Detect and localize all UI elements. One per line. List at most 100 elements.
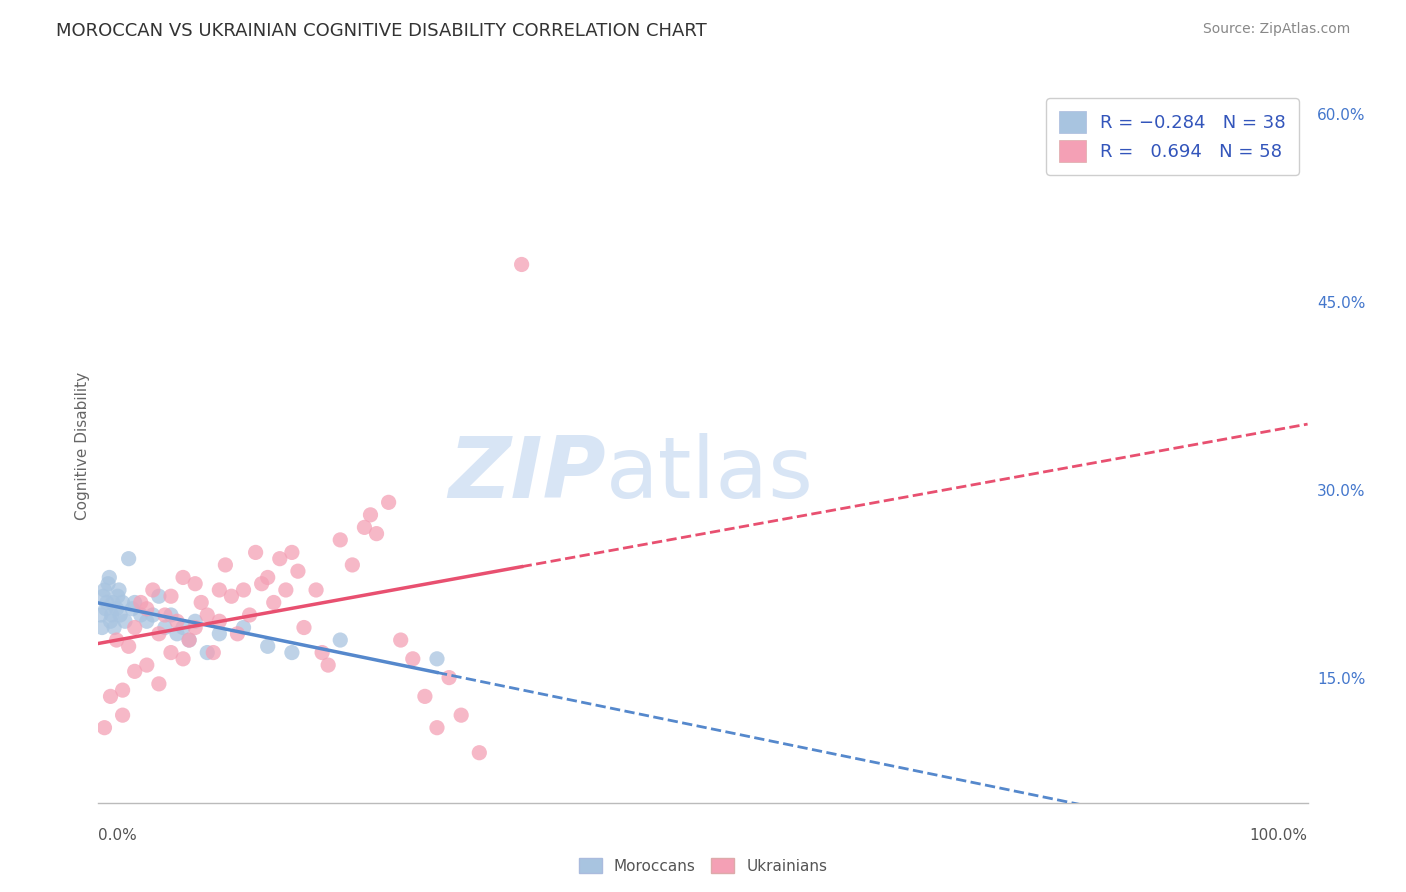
Point <box>90 607 112 622</box>
Point <box>172 570 194 584</box>
Text: Source: ZipAtlas.com: Source: ZipAtlas.com <box>1202 22 1350 37</box>
Point <box>148 589 170 603</box>
Point <box>232 582 254 597</box>
Point <box>124 595 146 609</box>
Point <box>179 633 201 648</box>
Point <box>91 589 114 603</box>
Point <box>105 633 128 648</box>
Point <box>103 621 125 635</box>
Point <box>281 545 304 559</box>
Point <box>377 495 399 509</box>
Point <box>142 582 165 597</box>
Point <box>232 621 254 635</box>
Point <box>437 671 460 685</box>
Point <box>107 589 129 603</box>
Point <box>389 633 412 648</box>
Point <box>426 721 449 735</box>
Point <box>342 558 364 572</box>
Point <box>148 677 170 691</box>
Point <box>172 621 194 635</box>
Point <box>208 582 231 597</box>
Point <box>329 633 352 648</box>
Point <box>402 652 425 666</box>
Point <box>250 576 273 591</box>
Point <box>281 646 304 660</box>
Text: ZIP: ZIP <box>449 433 606 516</box>
Text: MOROCCAN VS UKRAINIAN COGNITIVE DISABILITY CORRELATION CHART: MOROCCAN VS UKRAINIAN COGNITIVE DISABILI… <box>56 22 707 40</box>
Point <box>239 607 262 622</box>
Text: atlas: atlas <box>606 433 814 516</box>
Point <box>108 582 131 597</box>
Point <box>96 595 118 609</box>
Point <box>329 533 352 547</box>
Point <box>108 607 131 622</box>
Point <box>256 640 278 654</box>
Point <box>426 652 449 666</box>
Legend: Moroccans, Ukrainians: Moroccans, Ukrainians <box>572 852 834 880</box>
Point <box>221 589 243 603</box>
Point <box>93 721 115 735</box>
Point <box>142 607 165 622</box>
Point <box>311 646 333 660</box>
Point <box>97 576 120 591</box>
Point <box>195 646 218 660</box>
Point <box>179 633 201 648</box>
Point <box>124 665 146 679</box>
Point <box>121 601 143 615</box>
Point <box>287 564 309 578</box>
Point <box>118 640 141 654</box>
Point <box>274 582 297 597</box>
Point <box>366 526 388 541</box>
Point <box>111 595 134 609</box>
Point <box>263 595 285 609</box>
Point <box>153 607 176 622</box>
Point <box>190 595 212 609</box>
Point <box>245 545 267 559</box>
Point <box>202 646 225 660</box>
Point <box>305 582 328 597</box>
Point <box>129 595 152 609</box>
Point <box>153 621 176 635</box>
Point <box>226 627 249 641</box>
Point <box>208 627 231 641</box>
Point <box>135 601 157 615</box>
Point <box>101 595 124 609</box>
Point <box>166 627 188 641</box>
Point <box>269 551 291 566</box>
Point <box>214 558 236 572</box>
Point <box>413 690 436 704</box>
Point <box>100 614 122 628</box>
Point <box>148 627 170 641</box>
Point <box>316 658 339 673</box>
Point <box>98 570 121 584</box>
Point <box>160 607 183 622</box>
Point <box>195 607 218 622</box>
Point <box>450 708 472 723</box>
Point <box>166 614 188 628</box>
Point <box>114 614 136 628</box>
Point <box>208 614 231 628</box>
Point <box>105 601 128 615</box>
Point <box>100 690 122 704</box>
Point <box>135 658 157 673</box>
Point <box>184 621 207 635</box>
Point <box>510 257 533 271</box>
Point <box>184 614 207 628</box>
Point <box>118 551 141 566</box>
Point <box>93 582 115 597</box>
Point <box>468 746 491 760</box>
Point <box>135 614 157 628</box>
Point <box>360 508 382 522</box>
Text: 0.0%: 0.0% <box>98 828 138 843</box>
Text: 100.0%: 100.0% <box>1250 828 1308 843</box>
Point <box>111 708 134 723</box>
Point <box>160 589 183 603</box>
Point <box>124 621 146 635</box>
Point <box>172 652 194 666</box>
Legend: R = −0.284   N = 38, R =   0.694   N = 58: R = −0.284 N = 38, R = 0.694 N = 58 <box>1046 98 1299 175</box>
Point <box>184 576 207 591</box>
Point <box>353 520 375 534</box>
Point <box>129 607 152 622</box>
Point <box>100 607 122 622</box>
Point <box>111 683 134 698</box>
